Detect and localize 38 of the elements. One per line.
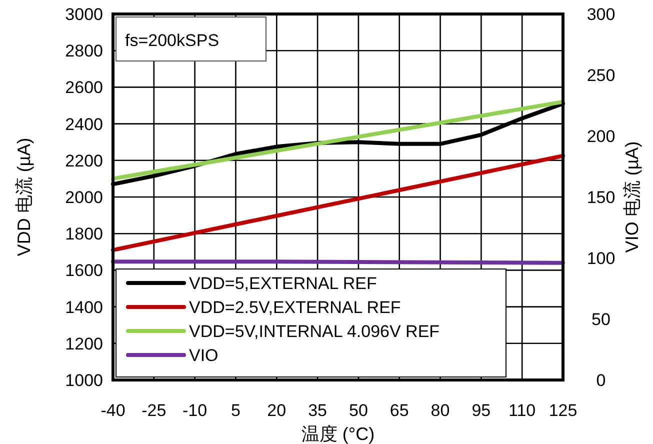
x-tick-label: 50	[348, 401, 368, 420]
annotation: fs=200kSPS	[125, 31, 220, 50]
y2-tick-label: 100	[586, 249, 616, 268]
legend-label: VDD=5V,INTERNAL 4.096V REF	[189, 322, 440, 341]
x-tick-label: 35	[308, 401, 328, 420]
y-tick-label: 2200	[65, 151, 103, 170]
legend-label: VDD=2.5V,EXTERNAL REF	[189, 298, 401, 317]
x-tick-label: 95	[472, 401, 491, 420]
x-tick-label: 5	[230, 401, 240, 420]
y-tick-label: 1800	[65, 224, 103, 244]
y-tick-label: 1400	[65, 298, 103, 317]
x-tick-label: -10	[182, 401, 208, 420]
y-tick-label: 1600	[65, 261, 103, 280]
y-axis-title: VDD 电流 (µA)	[14, 138, 34, 256]
y-tick-label: 2400	[65, 114, 103, 134]
y-tick-label: 3000	[65, 5, 103, 24]
y2-tick-label: 0	[596, 371, 606, 390]
y-tick-label: 1000	[65, 371, 103, 390]
x-tick-label: 20	[267, 401, 286, 420]
legend-label: VIO	[189, 346, 218, 365]
x-tick-label: 110	[508, 401, 536, 420]
y-tick-label: 2600	[65, 78, 103, 98]
x-tick-label: 80	[430, 401, 450, 420]
y2-tick-label: 150	[586, 188, 616, 207]
y2-tick-label: 250	[586, 66, 616, 85]
x-tick-label: 65	[390, 401, 409, 420]
x-tick-label: -40	[100, 401, 126, 420]
y-tick-label: 1200	[65, 334, 103, 354]
x-axis-title: 温度 (°C)	[301, 424, 375, 444]
y-tick-label: 2000	[65, 188, 103, 207]
y2-axis-title: VIO 电流 (µA)	[622, 141, 642, 253]
y2-tick-label: 200	[586, 127, 616, 146]
y-tick-label: 2800	[65, 42, 103, 61]
x-tick-label: -25	[142, 401, 166, 420]
legend-label: VDD=5,EXTERNAL REF	[189, 274, 377, 293]
y2-tick-label: 50	[592, 310, 610, 329]
x-tick-label: 125	[548, 401, 578, 420]
y2-tick-label: 300	[586, 5, 616, 24]
